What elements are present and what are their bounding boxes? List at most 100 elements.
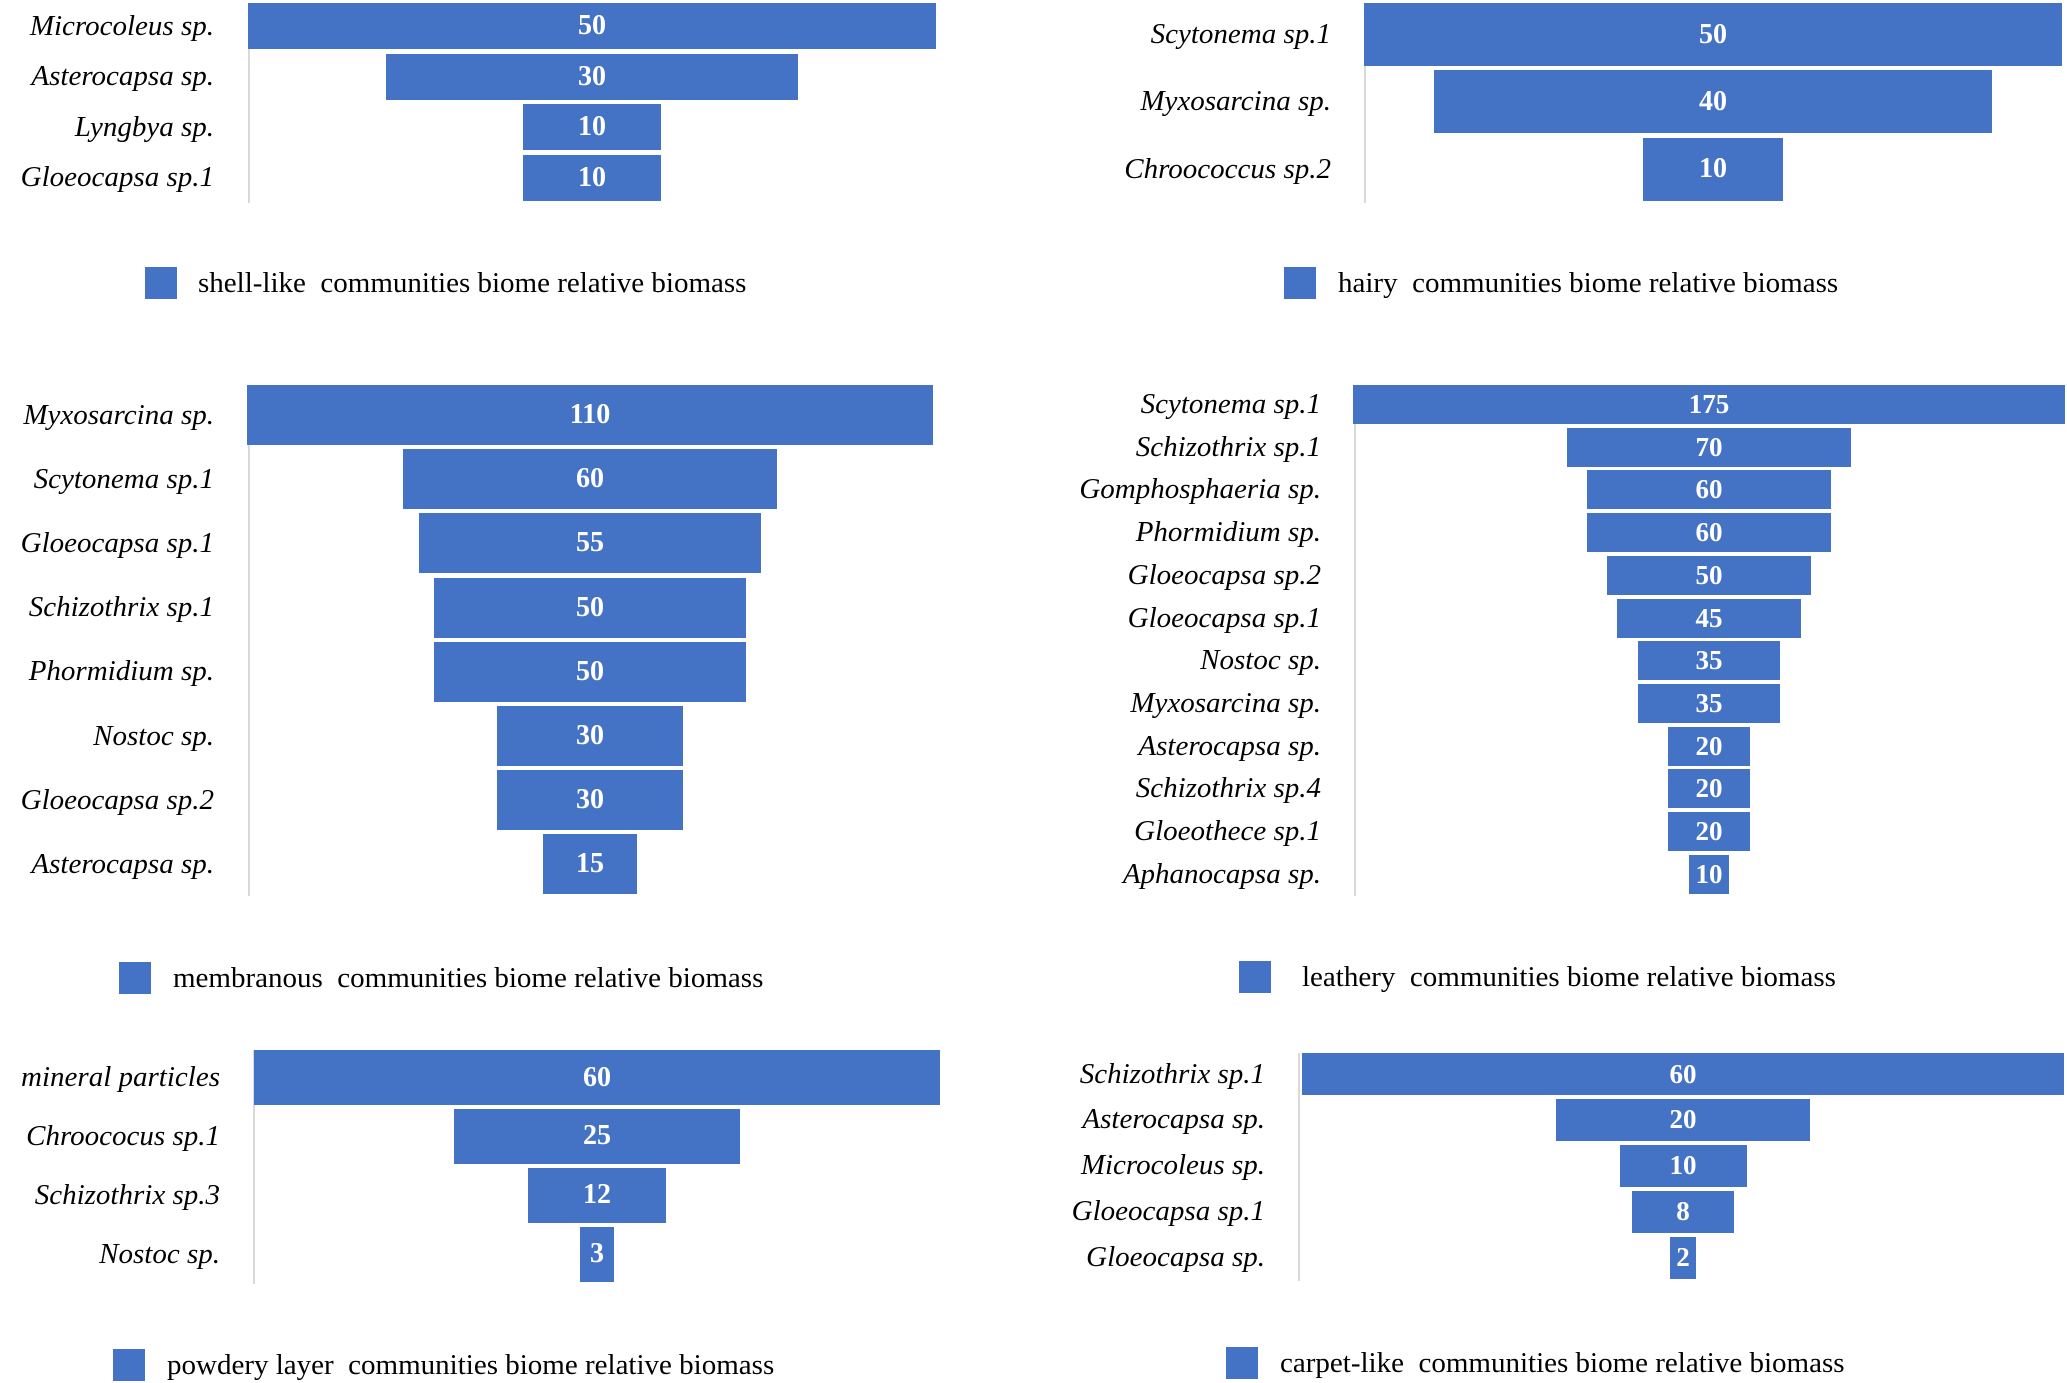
category-label: Nostoc sp. [93, 719, 214, 752]
funnel-bar [1607, 555, 1811, 595]
data-label: 55 [576, 527, 604, 559]
category-axis-line [1298, 1053, 1300, 1281]
category-label: Schizothrix sp.1 [1135, 430, 1321, 463]
category-label: Gloeocapsa sp.2 [1127, 558, 1321, 591]
category-label: Schizothrix sp.3 [34, 1178, 220, 1211]
category-label: Nostoc sp. [1200, 644, 1321, 677]
funnel-bar [254, 1050, 940, 1105]
funnel-bar [1637, 683, 1781, 723]
legend-swatch [113, 1349, 145, 1381]
data-label: 60 [1669, 1058, 1697, 1089]
category-label: Asterocapsa sp. [1082, 1103, 1265, 1136]
category-label: Myxosarcina sp. [23, 398, 214, 431]
category-axis-line [248, 3, 250, 203]
category-label: Nostoc sp. [99, 1237, 220, 1270]
data-label: 35 [1695, 687, 1723, 718]
data-label: 30 [576, 720, 604, 751]
category-label: Gomphosphaeria sp. [1079, 473, 1321, 506]
funnel-bar [496, 706, 684, 766]
legend-label: shell-like communities biome relative bi… [198, 267, 747, 299]
category-label: Schizothrix sp.4 [1135, 772, 1321, 805]
data-label: 110 [569, 399, 611, 430]
funnel-bar [1556, 1098, 1810, 1141]
category-label: mineral particles [21, 1061, 220, 1093]
data-label: 25 [583, 1120, 611, 1152]
category-label: Scytonema sp.1 [33, 462, 214, 495]
funnel-bar [1586, 513, 1832, 553]
funnel-bar [579, 1226, 615, 1282]
category-label: Scytonema sp.1 [1140, 388, 1321, 420]
data-label: 10 [578, 161, 606, 193]
data-label: 30 [576, 784, 604, 816]
funnel-bar [1637, 641, 1781, 681]
funnel-bar [247, 385, 933, 445]
category-label: Chroococcus sp.2 [1124, 152, 1331, 185]
legend-label: leathery communities biome relative biom… [1302, 961, 1836, 993]
data-label: 45 [1695, 602, 1723, 633]
data-label: 2 [1676, 1242, 1690, 1273]
category-label: Microcoleus sp. [29, 9, 214, 42]
funnel-bar [528, 1167, 666, 1223]
funnel-bar [1352, 385, 2066, 424]
funnel-bar [496, 770, 684, 831]
data-label: 30 [578, 60, 606, 92]
data-label: 50 [576, 655, 604, 687]
category-axis-line [248, 385, 250, 897]
funnel-bar [1668, 812, 1750, 851]
legend-swatch [1226, 1347, 1258, 1379]
data-label: 50 [1699, 18, 1727, 50]
category-axis-line [1354, 385, 1356, 896]
data-label: 175 [1688, 389, 1730, 419]
legend-label: membranous communities biome relative bi… [173, 962, 764, 994]
category-label: Lyngbya sp. [74, 110, 214, 143]
data-label: 10 [1695, 858, 1723, 889]
funnel-bar [248, 3, 936, 49]
funnel-bar [1643, 137, 1783, 201]
data-label: 20 [1695, 816, 1723, 846]
funnel-bar [1668, 726, 1750, 766]
category-label: Scytonema sp.1 [1150, 18, 1331, 50]
category-label: Gloeothece sp.1 [1134, 815, 1321, 847]
legend-label: hairy communities biome relative biomass [1338, 267, 1839, 299]
data-label: 60 [583, 1061, 611, 1093]
category-label: Asterocapsa sp. [31, 847, 214, 880]
legend-label: carpet-like communities biome relative b… [1280, 1347, 1845, 1379]
category-label: Schizothrix sp.1 [28, 591, 214, 624]
data-label: 20 [1669, 1104, 1697, 1135]
funnel-bar [1688, 854, 1730, 894]
funnel-bar [1668, 769, 1750, 809]
data-label: 15 [576, 848, 604, 880]
category-label: Myxosarcina sp. [1130, 686, 1321, 719]
funnel-bar [523, 104, 661, 150]
data-label: 8 [1676, 1196, 1690, 1227]
category-label: Gloeocapsa sp.2 [20, 783, 214, 816]
legend-swatch [1239, 961, 1271, 993]
data-label: 10 [1699, 153, 1727, 185]
data-label: 20 [1695, 773, 1723, 804]
funnel-bar [1363, 3, 2063, 66]
funnel-bar [385, 53, 799, 100]
category-axis-line [1364, 3, 1366, 203]
funnel-bar [403, 449, 777, 510]
funnel-bar [1566, 427, 1852, 467]
funnel-bar [418, 513, 762, 574]
legend-swatch [119, 962, 151, 994]
funnel-bar [1302, 1053, 2064, 1095]
category-label: Myxosarcina sp. [1140, 85, 1331, 118]
data-label: 60 [576, 463, 604, 495]
category-label: Gloeocapsa sp.1 [20, 161, 214, 193]
funnel-bar [434, 577, 746, 638]
funnel-bar [1586, 470, 1832, 510]
data-label: 35 [1695, 645, 1723, 676]
category-label: Schizothrix sp.1 [1079, 1057, 1265, 1090]
data-label: 50 [576, 591, 604, 623]
data-label: 40 [1699, 85, 1727, 117]
category-label: Gloeocapsa sp.1 [20, 526, 214, 559]
category-label: Gloeocapsa sp.1 [1127, 601, 1321, 634]
funnel-bar [1670, 1236, 1696, 1279]
category-label: Phormidium sp. [1135, 516, 1321, 549]
legend-swatch [1284, 267, 1316, 299]
data-label: 50 [578, 10, 606, 41]
funnel-bar [523, 154, 661, 201]
